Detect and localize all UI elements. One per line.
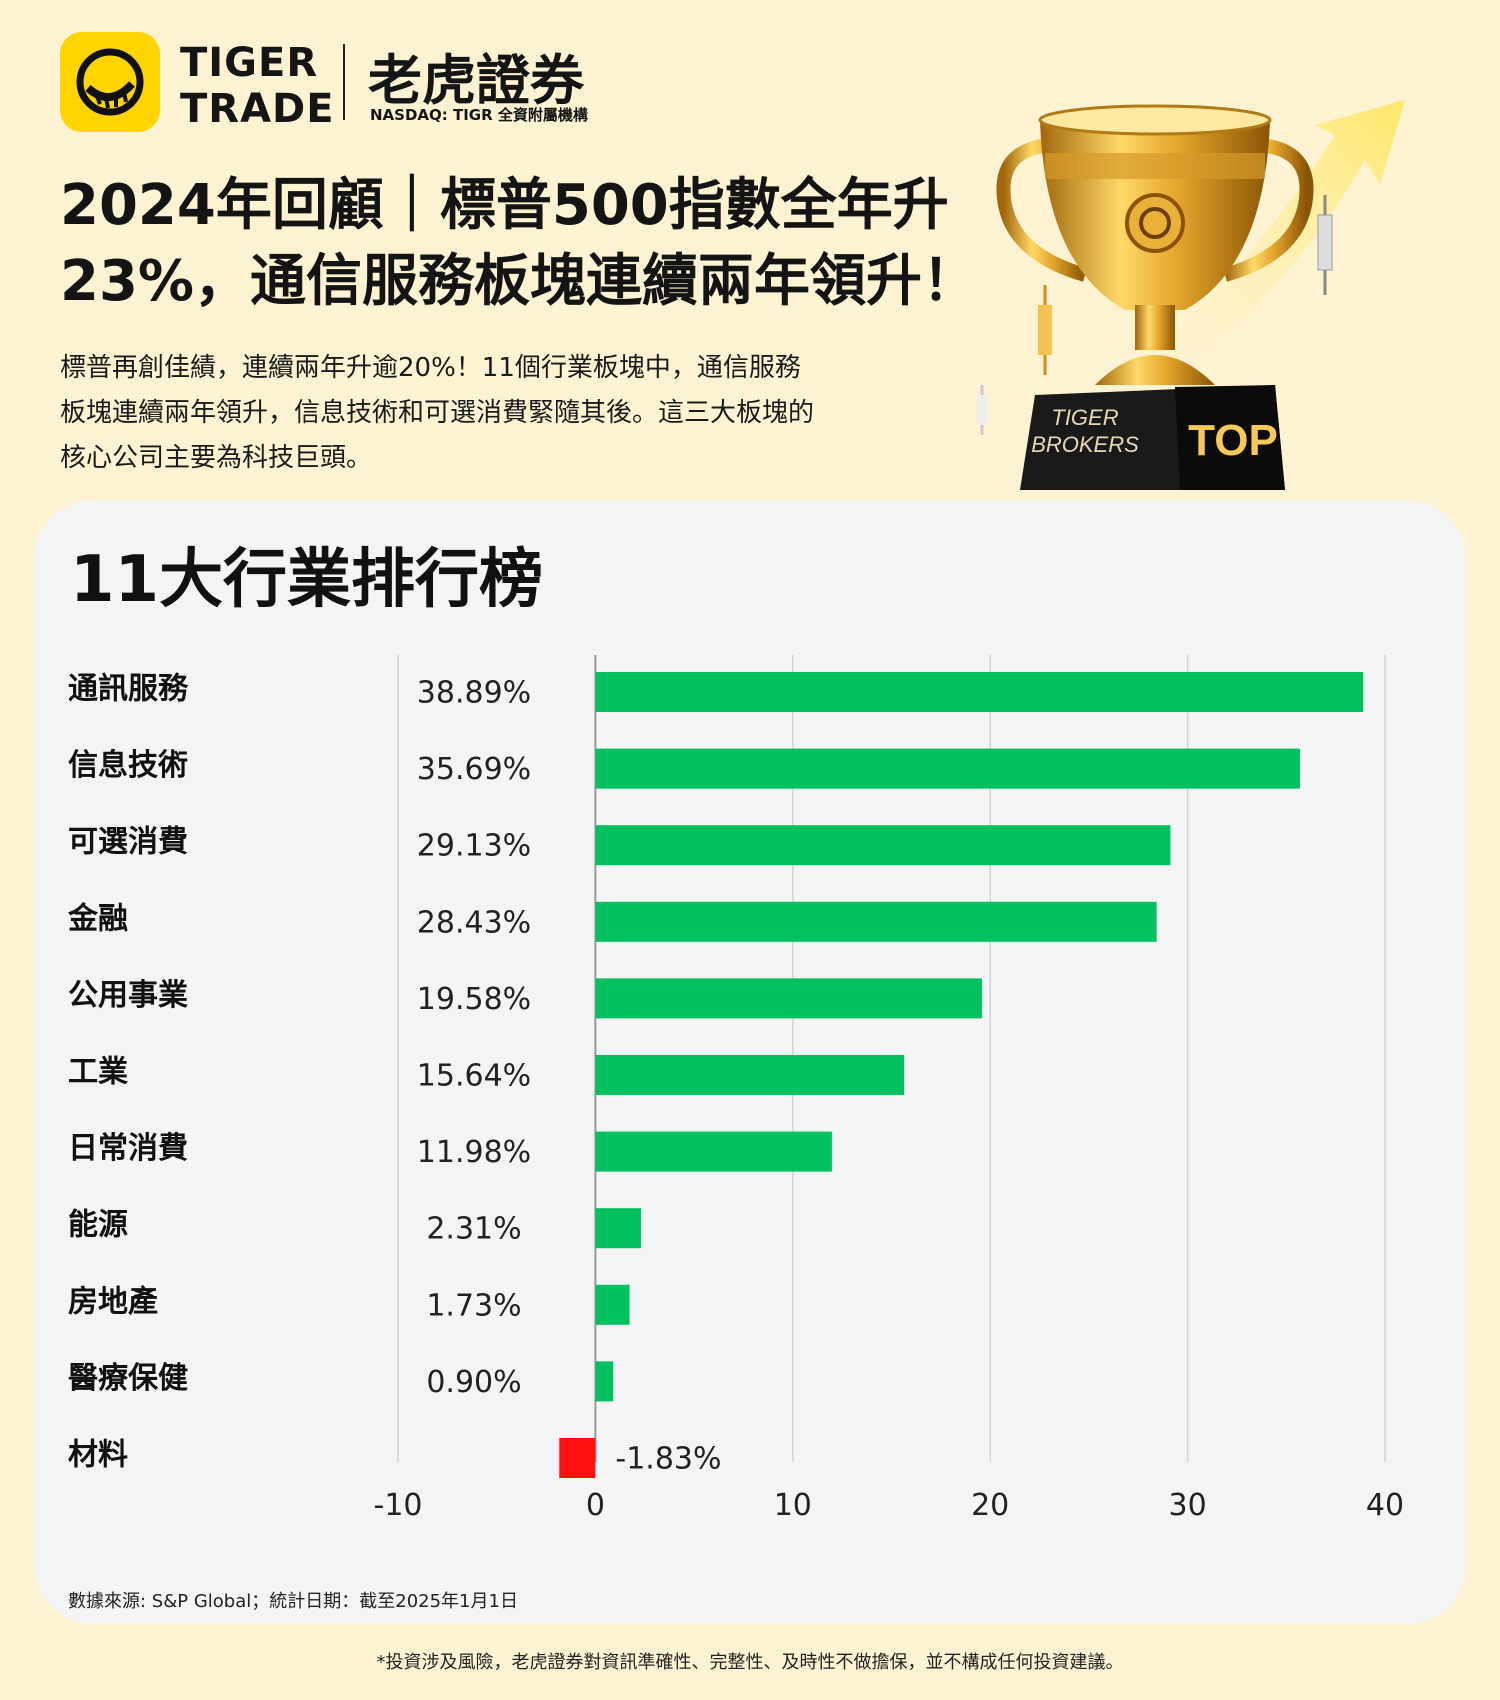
svg-text:TIGER: TIGER (1051, 405, 1118, 430)
svg-text:BROKERS: BROKERS (1031, 432, 1139, 457)
category-label: 工業 (68, 1055, 128, 1090)
disclaimer: *投資涉及風險，老虎證券對資訊準確性、完整性、及時性不做擔保，並不構成任何投資建… (376, 1652, 1124, 1673)
category-label: 公用事業 (68, 978, 188, 1013)
bar (595, 1208, 641, 1249)
data-label: 35.69% (417, 752, 531, 787)
category-label: 日常消費 (68, 1131, 188, 1166)
page-title: 2024年回顧｜標普500指數全年升 23%，通信服務板塊連續兩年領升！ (60, 168, 1000, 320)
intro-line-1: 標普再創佳績，連續兩年升逾20%！11個行業板塊中，通信服務 (60, 353, 801, 383)
data-label: 0.90% (426, 1365, 521, 1400)
data-label: 11.98% (417, 1135, 531, 1170)
x-tick-label: 0 (586, 1488, 605, 1523)
intro-text: 標普再創佳績，連續兩年升逾20%！11個行業板塊中，通信服務 板塊連續兩年領升，… (60, 346, 940, 481)
x-tick-label: -10 (374, 1488, 423, 1523)
category-label: 房地產 (68, 1284, 158, 1319)
candlestick-icon (977, 195, 1333, 435)
data-label: 38.89% (417, 676, 531, 711)
x-tick-label: 30 (1169, 1488, 1207, 1523)
category-label: 材料 (68, 1438, 128, 1473)
bar (595, 748, 1300, 789)
trophy-illustration: TIGER BROKERS TOP (977, 100, 1405, 490)
data-label: 19.58% (417, 982, 531, 1017)
category-label: 醫療保健 (68, 1361, 188, 1396)
intro-line-3: 核心公司主要為科技巨頭。 (60, 443, 373, 473)
category-label: 能源 (68, 1208, 128, 1243)
bar (595, 672, 1364, 712)
category-label: 通訊服務 (68, 672, 189, 707)
title-line-2: 23%，通信服務板塊連續兩年領升！ (60, 249, 979, 314)
bar (595, 1284, 630, 1325)
bar (595, 825, 1171, 866)
arrow-icon (1105, 100, 1405, 395)
data-source: 數據來源: S&P Global；統計日期：截至2025年1月1日 (68, 1591, 518, 1612)
chart-title: 11大行業排行榜 (70, 543, 544, 617)
data-label: 15.64% (417, 1059, 531, 1094)
tiger-logo-icon (76, 48, 144, 116)
data-label: 2.31% (426, 1212, 521, 1247)
category-label: 金融 (67, 901, 128, 936)
data-label: 28.43% (417, 905, 531, 940)
bar (595, 1055, 905, 1095)
title-line-1: 2024年回顧｜標普500指數全年升 (60, 173, 949, 238)
x-tick-label: 10 (774, 1488, 812, 1523)
brand-subtitle: NASDAQ: TIGR 全資附屬機構 (370, 106, 588, 124)
tiger-logo (60, 32, 160, 132)
x-tick-label: 40 (1366, 1488, 1404, 1523)
bar (595, 1361, 614, 1402)
data-label: 1.73% (426, 1288, 521, 1323)
category-label: 信息技術 (68, 748, 188, 783)
brand-divider (343, 44, 345, 120)
bar (595, 901, 1157, 942)
data-label: 29.13% (417, 829, 531, 864)
brand-name-zh: 老虎證券 (368, 49, 584, 112)
data-label: -1.83% (615, 1442, 721, 1477)
x-tick-label: 20 (971, 1488, 1009, 1523)
brand-name-en: TIGER TRADE (180, 40, 335, 132)
category-label: 可選消費 (68, 825, 188, 860)
bar (595, 1131, 832, 1172)
intro-line-2: 板塊連續兩年領升，信息技術和可選消費緊隨其後。這三大板塊的 (60, 398, 815, 428)
bar (559, 1438, 596, 1478)
bar (595, 978, 982, 1019)
svg-text:TOP: TOP (1188, 416, 1278, 465)
